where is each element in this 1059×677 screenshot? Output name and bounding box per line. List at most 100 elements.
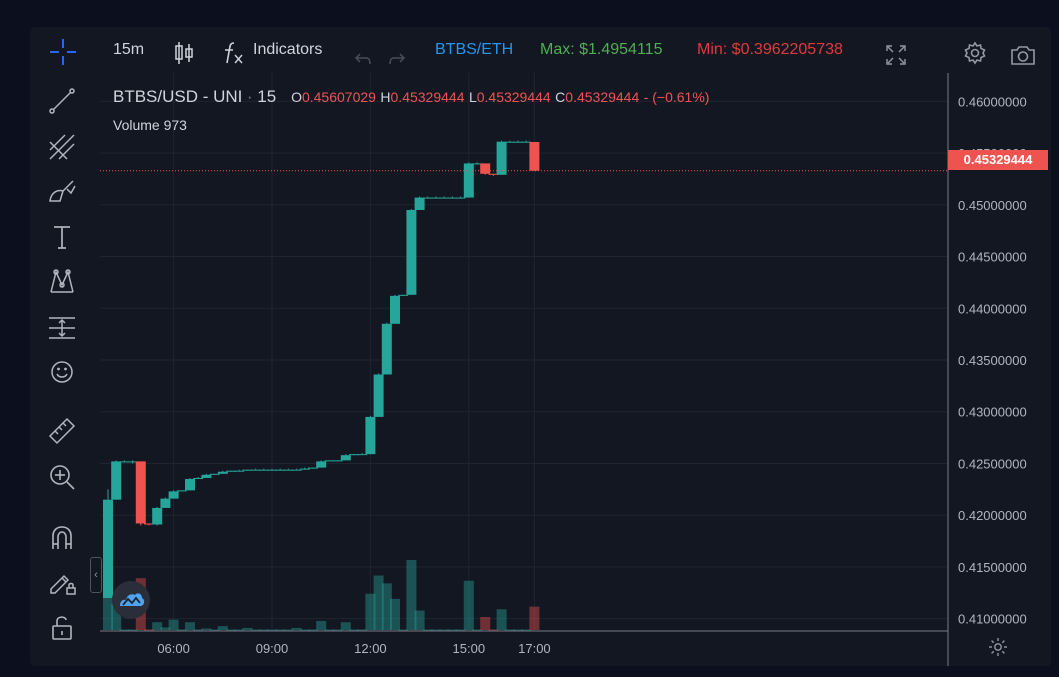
volume-bar <box>103 591 113 630</box>
price-tick-label: 0.41500000 <box>958 560 1027 575</box>
candle-body <box>349 454 359 456</box>
price-axis[interactable]: 0.460000000.455000000.450000000.44500000… <box>958 94 1027 626</box>
camera-icon[interactable] <box>1010 39 1036 65</box>
volume-bar <box>480 617 491 630</box>
unlock-icon[interactable] <box>47 613 77 643</box>
candle-body <box>373 374 384 417</box>
candle-body <box>299 468 310 470</box>
candle-body <box>250 469 261 471</box>
candle-body <box>422 197 433 199</box>
price-tick-label: 0.46000000 <box>958 94 1027 109</box>
volume-bar <box>127 629 138 631</box>
volume-bar <box>316 620 327 630</box>
emoji-icon[interactable] <box>47 357 77 387</box>
time-tick-label: 09:00 <box>256 641 289 656</box>
time-tick-label: 17:00 <box>518 641 551 656</box>
candle-body <box>160 498 171 508</box>
candle-body <box>267 469 277 471</box>
volume-bar <box>422 629 433 631</box>
volume-bar <box>152 622 163 630</box>
volume-bar <box>160 627 171 630</box>
pair-label[interactable]: BTBS/ETH <box>435 41 514 58</box>
brush-icon[interactable] <box>47 177 77 207</box>
candle-body <box>365 416 376 455</box>
axis-settings-icon[interactable] <box>988 637 1008 657</box>
min-price-label: Min: $0.3962205738 <box>697 41 843 58</box>
crosshair-icon[interactable] <box>48 37 78 67</box>
interval-button[interactable]: 15m <box>113 27 144 73</box>
volume-bars <box>103 560 540 631</box>
candle-body <box>152 507 163 525</box>
candle-body <box>111 461 122 500</box>
redo-icon[interactable] <box>388 41 406 65</box>
low-label: L <box>468 89 477 105</box>
price-tick-label: 0.45000000 <box>958 198 1027 213</box>
volume-bar <box>217 626 228 630</box>
volume-bar <box>431 629 441 631</box>
undo-icon[interactable] <box>354 41 372 65</box>
candle-body <box>529 142 540 171</box>
lock-drawing-icon[interactable] <box>47 567 77 597</box>
candle-body <box>275 469 286 471</box>
volume-bar <box>283 629 294 631</box>
price-chart[interactable]: 0.460000000.455000000.450000000.44500000… <box>30 73 1051 666</box>
fullscreen-icon[interactable] <box>885 39 907 65</box>
candle-body <box>496 141 507 175</box>
candle-body <box>176 490 187 492</box>
close-label: C <box>555 89 566 105</box>
text-icon[interactable] <box>47 222 77 252</box>
pattern-icon[interactable] <box>47 267 77 297</box>
volume-bar <box>439 629 450 631</box>
indicators-button[interactable]: Indicators <box>253 27 322 73</box>
magnet-icon[interactable] <box>47 523 77 553</box>
top-toolbar: 15m Indicators BTBS/ETH Max: $1.4954115 … <box>30 27 1051 73</box>
volume-bar <box>340 622 351 630</box>
volume-value: 973 <box>163 117 187 133</box>
volume-bar <box>111 604 122 630</box>
candle-type-icon[interactable] <box>173 38 195 64</box>
candle-body <box>217 471 228 474</box>
zoom-in-icon[interactable] <box>47 462 77 492</box>
candle-body <box>103 499 113 598</box>
chart-axes <box>100 73 949 666</box>
volume-bar <box>513 629 523 631</box>
candle-body <box>308 467 318 469</box>
price-tick-label: 0.44000000 <box>958 301 1027 316</box>
symbol-label: BTBS/USD - UNI <box>113 87 243 106</box>
settings-icon[interactable] <box>963 38 987 65</box>
volume-bar <box>308 629 318 631</box>
volume-legend: Volume 973 <box>113 117 187 133</box>
volume-bar <box>258 629 269 631</box>
volume-bar <box>488 629 499 631</box>
time-axis[interactable]: 06:00 09:00 12:00 15:00 17:00 <box>157 641 550 656</box>
chart-grid <box>100 73 948 630</box>
price-tick-label: 0.44500000 <box>958 250 1027 265</box>
candle-body <box>127 461 138 463</box>
candle-body <box>357 454 368 456</box>
ohlc-legend: BTBS/USD - UNI · 15 O0.45607029 H0.45329… <box>113 87 710 106</box>
volume-bar <box>414 610 425 630</box>
volume-bar <box>185 622 195 630</box>
volume-bar <box>176 629 187 631</box>
volume-bar <box>291 627 302 630</box>
volume-bar <box>496 609 507 630</box>
measure-icon[interactable] <box>47 313 77 343</box>
low-value: 0.45329444 <box>476 89 551 105</box>
candle-body <box>455 197 466 199</box>
pitchfork-icon[interactable] <box>47 132 77 162</box>
volume-bar <box>250 629 261 631</box>
chart-frame: 15m Indicators BTBS/ETH Max: $1.4954115 … <box>30 27 1051 666</box>
candle-body <box>258 469 269 471</box>
change-value: - (−0.61%) <box>643 89 710 105</box>
trendline-icon[interactable] <box>47 86 77 116</box>
volume-bar <box>168 619 179 630</box>
price-tick-label: 0.43500000 <box>958 353 1027 368</box>
collapse-toolbar-button[interactable]: ‹ <box>90 557 102 593</box>
candle-body <box>283 469 294 471</box>
candle-body <box>185 478 195 491</box>
ruler-icon[interactable] <box>47 416 77 446</box>
volume-bar <box>226 629 236 631</box>
volume-bar <box>275 629 286 631</box>
candle-body <box>201 474 212 478</box>
volume-bar <box>529 606 540 630</box>
